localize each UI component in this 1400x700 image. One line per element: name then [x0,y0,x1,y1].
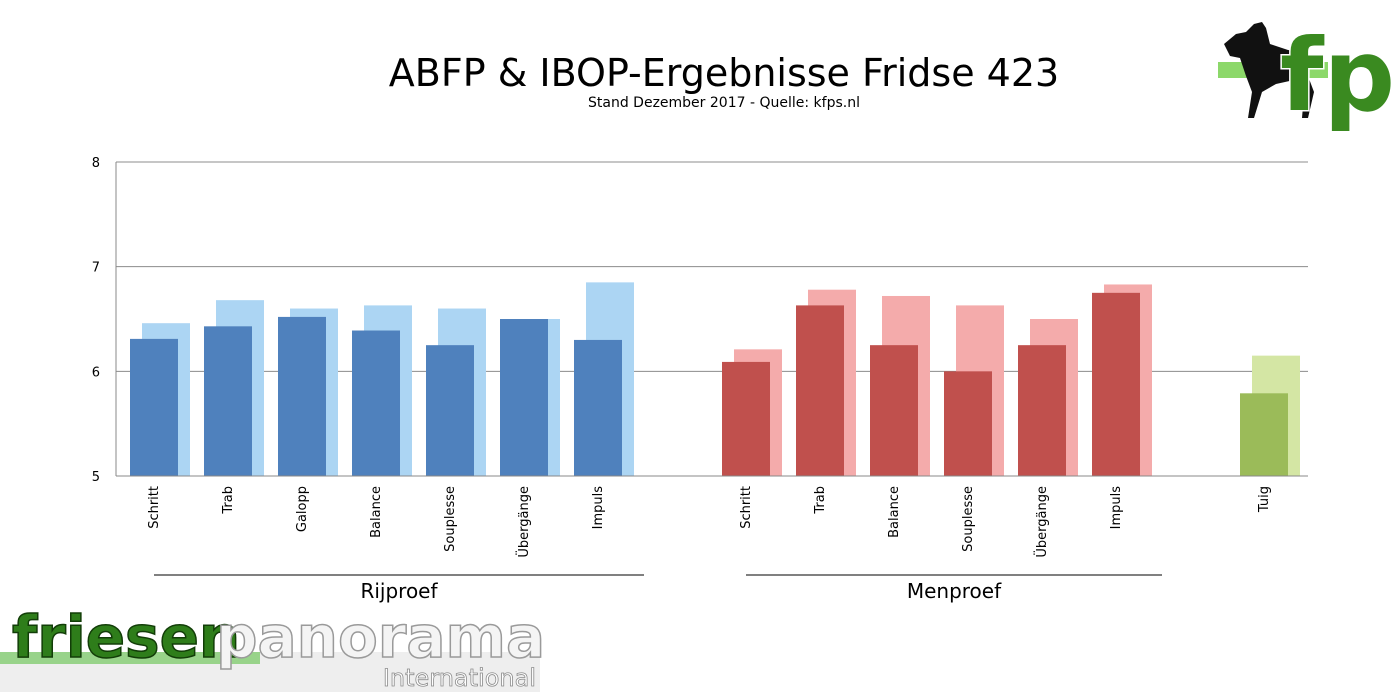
bar-front-souplesse [944,371,992,476]
bar-front-schritt [722,361,770,476]
x-tick-label: Trab [221,486,236,515]
bar-front-galopp [278,316,326,476]
bar-front-balance [870,345,918,476]
logo-word-friesen: friesen [12,603,240,671]
bar-front-tuig [1240,393,1288,476]
x-tick-label: Trab [813,486,828,515]
y-tick-label: 6 [92,365,100,380]
group-label: Rijproef [360,579,438,603]
horse-fp-logo-icon: fp [1218,16,1397,136]
bar-front-trab [796,305,844,476]
friesen-panorama-logo: friesen panorama International [0,602,546,692]
bar-front-souplesse [426,345,474,476]
x-tick-label: Schritt [739,486,754,529]
logo-fp-text: fp [1280,17,1395,134]
bar-front-trab [204,326,252,476]
x-tick-label: Impuls [1109,486,1124,530]
x-tick-label: Übergänge [515,486,532,558]
chart-subtitle: Stand Dezember 2017 - Quelle: kfps.nl [588,95,860,111]
y-tick-label: 7 [92,261,100,276]
group-label: Menproef [907,579,1002,603]
bar-front-übergänge [500,319,548,476]
x-tick-label: Impuls [591,486,606,530]
x-tick-label: Balance [369,486,384,538]
labels: 5 6 7 8 Schritt Trab Galopp Balance Souplesse Übe… [92,156,1272,603]
bar-front-impuls [1092,292,1140,476]
y-tick-label: 5 [92,470,100,485]
bar-front-übergänge [1018,345,1066,476]
x-tick-label: Tuig [1257,486,1272,513]
chart-title: ABFP & IBOP-Ergebnisse Fridse 423 [389,51,1059,95]
logo-word-panorama: panorama [216,603,545,671]
horse-silhouette [1224,22,1314,118]
axes [115,162,1308,576]
logo-subtext-international: International [383,664,536,692]
logo-green-band [0,652,260,664]
bars [130,282,1300,476]
bar-front-balance [352,330,400,476]
x-tick-label: Souplesse [443,486,458,552]
y-tick-label: 8 [92,156,100,171]
bar-front-schritt [130,338,178,476]
bar-front-impuls [574,339,622,476]
x-tick-label: Galopp [295,486,310,532]
x-tick-label: Übergänge [1033,486,1050,558]
x-tick-label: Balance [887,486,902,538]
x-tick-label: Schritt [147,486,162,529]
x-tick-label: Souplesse [961,486,976,552]
